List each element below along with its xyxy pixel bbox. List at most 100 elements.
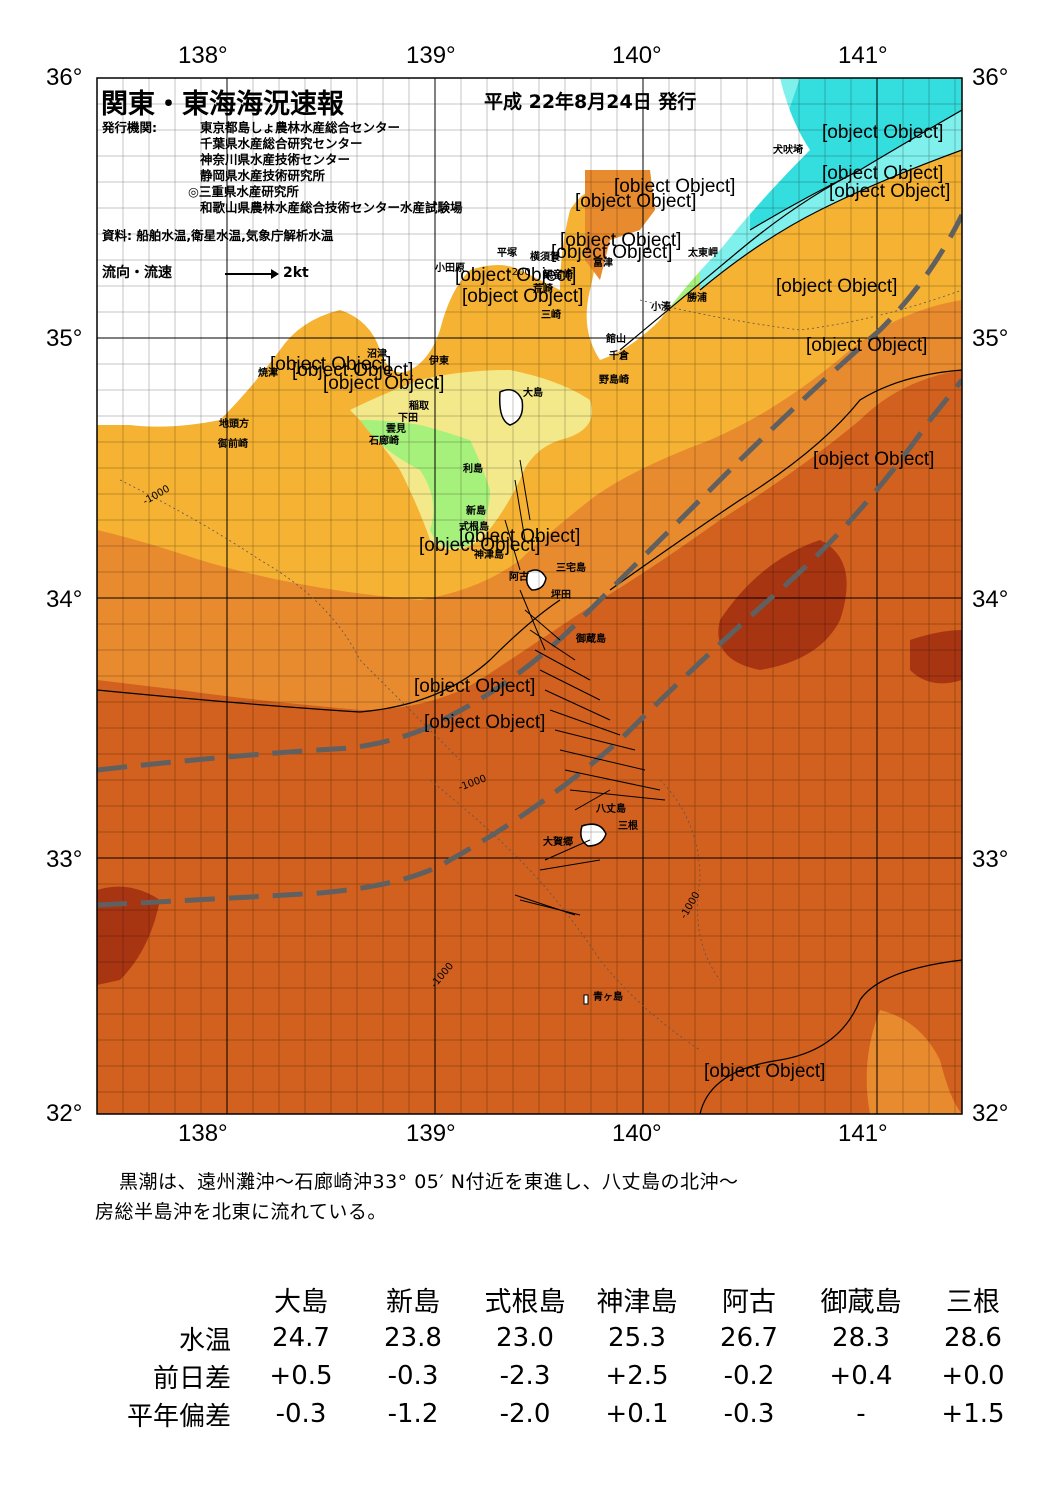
current-legend-arrow	[225, 273, 277, 275]
table-row: 水温 24.7 23.8 23.0 25.3 26.7 28.3 28.6	[95, 1319, 1029, 1357]
arrowhead-icon	[271, 269, 279, 279]
place-label: 石廊崎	[369, 436, 399, 447]
place-label: 雲見	[386, 424, 406, 435]
map-frame	[96, 77, 963, 1115]
station-header: 御蔵島	[820, 1287, 902, 1318]
isotherm-label: [object Object]	[424, 712, 546, 733]
observation-table: 大島 新島 式根島 神津島 阿古 御蔵島 三根 水温 24.7 23.8 23.…	[95, 1280, 1029, 1433]
place-label: 館山	[606, 334, 626, 345]
isotherm-label: [object Object]	[459, 526, 581, 547]
station-header: 神津島	[596, 1287, 678, 1318]
lon-label-bottom-141: 141°	[838, 1120, 888, 1147]
sst-zone-28-south	[866, 1010, 962, 1114]
isotherm-label: [object Object]	[829, 181, 951, 202]
place-label: 三宅島	[556, 563, 586, 574]
table-cell: -0.3	[275, 1399, 327, 1429]
isotherm-label: [object Object]	[414, 676, 536, 697]
place-label: 観音崎	[543, 270, 573, 281]
current-legend-scale: 2kt	[283, 265, 309, 281]
isotherm-label: [object Object]	[292, 360, 414, 381]
table-cell: -	[856, 1399, 866, 1429]
lat-label-left-32: 32°	[46, 1100, 83, 1127]
place-label: 利島	[463, 464, 483, 475]
map-isotherm-labels: [object Object] [object Object] [object …	[270, 122, 951, 1082]
row-label: 平年偏差	[126, 1401, 231, 1432]
isotherm-label: [object Object]	[270, 354, 392, 375]
place-label: 稲取	[409, 401, 429, 412]
isotherm-label: [object Object]	[462, 286, 584, 307]
place-label: 阿古	[509, 572, 529, 583]
lon-label-top-138: 138°	[178, 42, 228, 69]
lon-label-top-140: 140°	[612, 42, 662, 69]
kuroshio-axis-south	[97, 378, 962, 908]
isotherm-label: [object Object]	[813, 449, 935, 470]
place-label: 御蔵島	[576, 634, 606, 645]
sst-map	[96, 77, 963, 1115]
issuer-item: ◎三重県水産研究所	[188, 184, 299, 199]
place-label: 太東岬	[688, 248, 718, 259]
place-label: 千倉	[609, 351, 629, 362]
place-label: 三根	[618, 821, 638, 832]
current-vectors	[504, 459, 666, 916]
lat-label-right-36: 36°	[972, 64, 1009, 91]
table-cell: -1.2	[387, 1399, 439, 1429]
table-header-row: 大島 新島 式根島 神津島 阿古 御蔵島 三根	[95, 1280, 1029, 1319]
place-label: 三崎	[541, 310, 561, 321]
lon-label-bottom-140: 140°	[612, 1120, 662, 1147]
lat-label-right-32: 32°	[972, 1100, 1009, 1127]
place-label: 下田	[398, 413, 418, 424]
table-cell: -2.0	[499, 1399, 551, 1429]
sst-zone-northeast-24	[750, 78, 962, 230]
place-label: 青ヶ島	[593, 992, 623, 1003]
table-cell: +0.0	[941, 1361, 1005, 1391]
isotherm-label: [object Object]	[776, 276, 898, 297]
land-miyake	[525, 569, 547, 591]
lat-label-right-33: 33°	[972, 846, 1009, 873]
lat-label-right-34: 34°	[972, 586, 1009, 613]
sst-zone-26	[360, 420, 490, 548]
issue-date: 平成 22年8月24日 発行	[484, 91, 697, 113]
place-label: 地頭方	[219, 419, 249, 430]
place-label: 伊東	[429, 356, 449, 367]
issuer-item: 東京都島しょ農林水産総合センター	[200, 120, 401, 135]
table-cell: +2.5	[605, 1361, 669, 1391]
table-cell: -0.3	[723, 1399, 775, 1429]
lat-label-left-36: 36°	[46, 64, 83, 91]
place-label: 野島崎	[599, 375, 629, 386]
data-source: 資料: 船舶水温,衛星水温,気象庁解析水温	[102, 228, 334, 243]
table-cell: -0.3	[387, 1361, 439, 1391]
station-header: 新島	[386, 1287, 440, 1318]
land-hachijo	[580, 823, 607, 847]
isotherm-label: [object Object]	[455, 265, 577, 286]
table-cell: +0.5	[269, 1361, 333, 1391]
isotherm-label: [object Object]	[822, 163, 944, 184]
place-label: 荒崎	[533, 284, 553, 295]
row-label: 水温	[178, 1325, 231, 1356]
table-cell: +0.4	[829, 1361, 893, 1391]
station-header: 阿古	[722, 1287, 776, 1318]
isotherm-lines	[97, 109, 962, 1114]
isotherm-label: [object Object]	[575, 191, 697, 212]
depth-contours	[119, 289, 962, 1051]
place-label: 御前崎	[218, 439, 248, 450]
place-label: 犬吠埼	[773, 145, 803, 156]
lon-label-top-139: 139°	[406, 42, 456, 69]
place-label: 平塚	[497, 248, 517, 259]
table-cell: 25.3	[608, 1323, 666, 1353]
kuroshio-axis	[97, 213, 962, 773]
isotherm-label: [object Object]	[419, 535, 541, 556]
place-label: 横須賀	[530, 252, 560, 263]
table-cell: +0.1	[605, 1399, 669, 1429]
station-header: 三根	[946, 1287, 1000, 1318]
place-label: 神津島	[474, 550, 504, 561]
issuer-item: 神奈川県水産技術センター	[200, 152, 351, 167]
table-row: 前日差 +0.5 -0.3 -2.3 +2.5 -0.2 +0.4 +0.0	[95, 1357, 1029, 1395]
summary-line: 黒潮は、遠州灘沖～石廊崎沖33° 05′ N付近を東進し、八丈島の北沖～	[119, 1171, 739, 1193]
lat-label-left-34: 34°	[46, 586, 83, 613]
isotherm-label: [object Object]	[614, 176, 736, 197]
place-label: 小湊	[651, 302, 671, 313]
isotherm-label: [object Object]	[551, 242, 673, 263]
table-cell: -2.3	[499, 1361, 551, 1391]
isotherm-label: [object Object]	[822, 122, 944, 143]
land-boso-tip	[585, 170, 655, 280]
